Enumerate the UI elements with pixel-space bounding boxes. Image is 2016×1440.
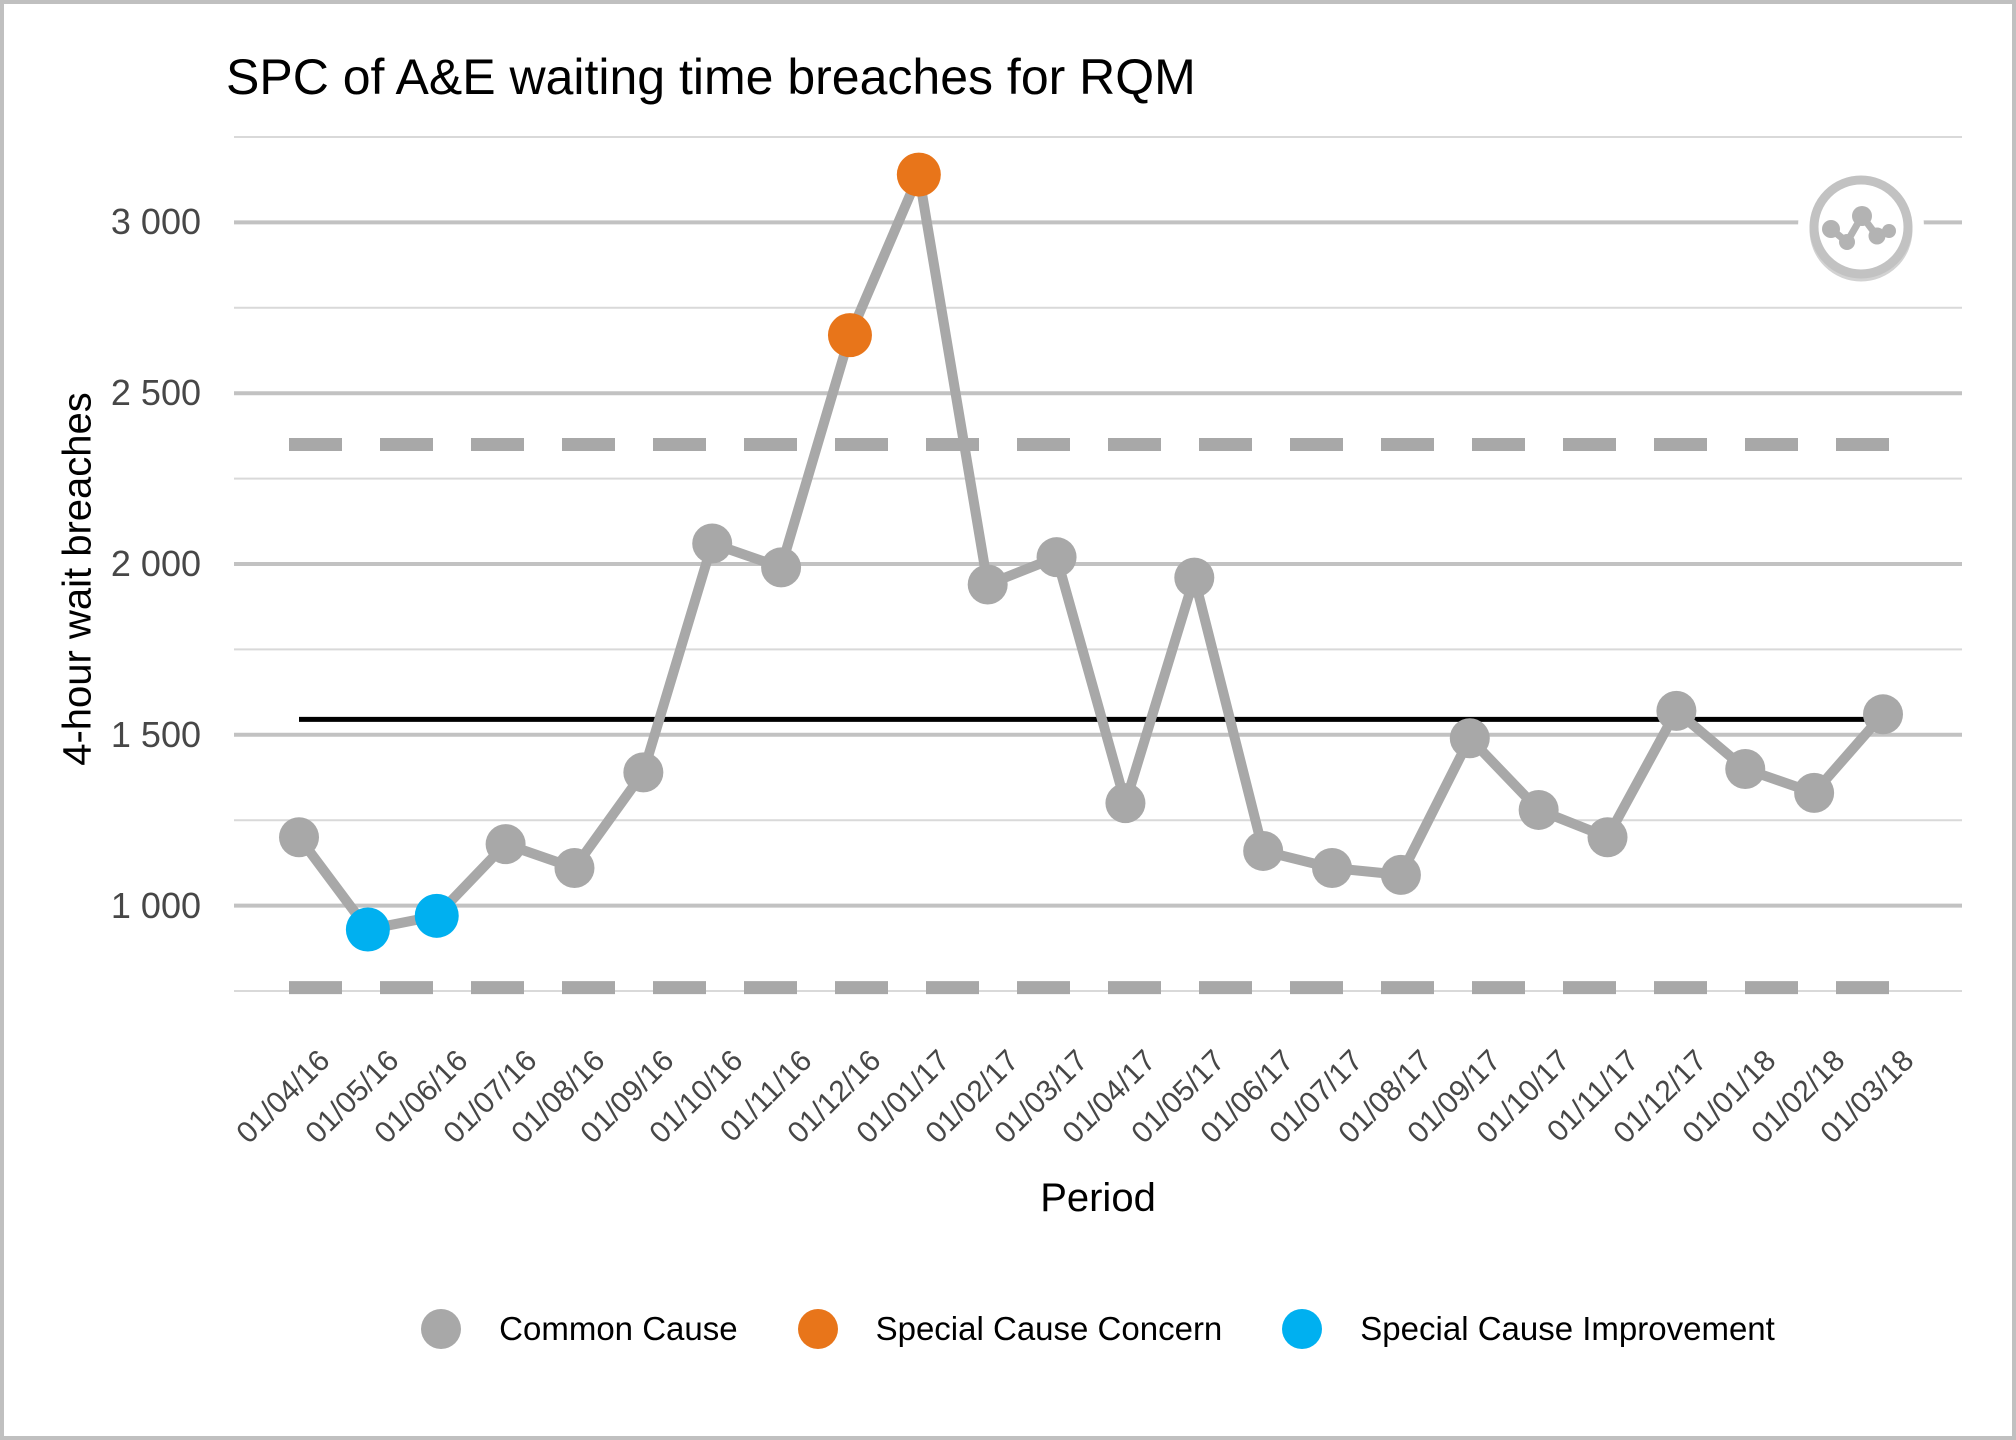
- line-chart-icon-dot: [1868, 227, 1886, 245]
- data-point-improvement: [414, 893, 459, 938]
- line-chart-icon-dot: [1822, 220, 1840, 238]
- special-cause-improvement-dot-icon: [1282, 1309, 1323, 1349]
- y-tick-label: 1 500: [110, 713, 201, 755]
- data-point-common: [1518, 789, 1559, 830]
- legend-label-common-cause: Common Cause: [499, 1310, 738, 1347]
- data-point-common: [1105, 783, 1146, 824]
- legend-label-special-cause-improvement: Special Cause Improvement: [1360, 1310, 1775, 1347]
- data-point-common: [1174, 557, 1215, 598]
- data-point-common: [692, 523, 733, 564]
- legend-item-special-cause-improvement: Special Cause Improvement: [1282, 1309, 1775, 1349]
- data-point-common: [1312, 848, 1353, 889]
- data-point-improvement: [345, 907, 390, 952]
- data-point-common: [279, 817, 319, 858]
- line-chart-icon-dot: [1852, 206, 1872, 226]
- data-point-concern: [896, 152, 941, 197]
- data-point-common: [1036, 537, 1077, 578]
- data-point-common: [1725, 748, 1766, 789]
- data-point-common: [623, 752, 664, 793]
- data-point-common: [1587, 817, 1628, 858]
- y-tick-label: 2 000: [110, 543, 201, 584]
- legend-item-special-cause-concern: Special Cause Concern: [797, 1309, 1223, 1349]
- y-tick-label: 2 500: [110, 372, 201, 414]
- series-line: [294, 169, 1888, 935]
- y-tick-label: 1 000: [110, 884, 201, 926]
- data-point-common: [1449, 718, 1490, 759]
- data-point-common: [1656, 690, 1697, 731]
- line-chart-icon-dot: [1882, 224, 1896, 238]
- line-chart-icon-dot: [1839, 234, 1855, 250]
- data-point-concern: [827, 313, 872, 358]
- data-point-common: [1243, 830, 1284, 871]
- x-axis-title: Period: [1040, 1176, 1156, 1220]
- line-chart-icon: [1809, 175, 1913, 279]
- chart-title: SPC of A&E waiting time breaches for RQM: [226, 49, 1196, 105]
- special-cause-concern-dot-icon: [797, 1309, 838, 1349]
- common-cause-dot-icon: [421, 1309, 462, 1349]
- data-point-common: [1794, 772, 1835, 813]
- y-tick-label: 3 000: [110, 201, 201, 243]
- data-point-common: [1863, 694, 1903, 735]
- legend-item-common-cause: Common Cause: [421, 1309, 738, 1349]
- data-point-common: [967, 564, 1008, 605]
- chart-legend: Common Cause Special Cause Concern Speci…: [234, 1305, 1962, 1353]
- data-point-common: [485, 824, 526, 865]
- spc-plot-canvas: [234, 136, 1962, 995]
- data-point-common: [554, 848, 595, 889]
- data-point-common: [761, 547, 802, 588]
- data-point-common: [1380, 854, 1421, 895]
- legend-label-special-cause-concern: Special Cause Concern: [875, 1310, 1223, 1347]
